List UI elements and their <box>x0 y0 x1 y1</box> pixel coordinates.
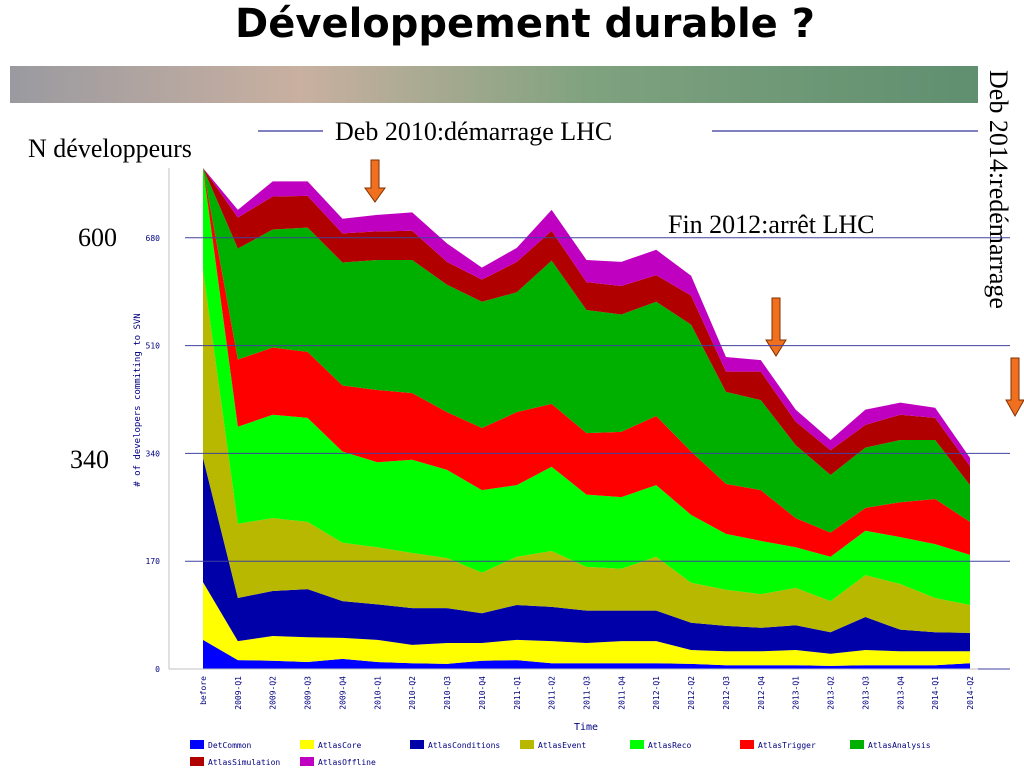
x-tick-label: 2014-Q2 <box>966 676 975 710</box>
x-tick-label: 2013-Q1 <box>792 676 801 710</box>
area <box>203 457 970 654</box>
x-tick-label: 2011-Q2 <box>548 676 557 710</box>
photo-strip <box>10 66 978 103</box>
x-tick-label: 2009-Q2 <box>269 676 278 710</box>
legend-swatch <box>190 757 204 766</box>
x-tick-label: 2011-Q3 <box>583 676 592 710</box>
x-tick-label: 2012-Q2 <box>687 676 696 710</box>
legend-swatch <box>410 740 424 749</box>
area <box>203 168 970 467</box>
area <box>203 582 970 666</box>
x-tick-label: 2010-Q4 <box>478 676 487 710</box>
x-tick-label: before <box>199 676 208 705</box>
arrows <box>364 159 1024 418</box>
legend-swatch <box>190 740 204 749</box>
area <box>203 168 970 486</box>
x-tick-label: 2012-Q1 <box>652 676 661 710</box>
y-tick-label: 680 <box>146 234 161 243</box>
y-axis-label: # of developers commiting to SVN <box>133 313 143 486</box>
area <box>203 269 970 633</box>
x-tick-label: 2014-Q1 <box>931 676 940 710</box>
y-caption: N développeurs <box>28 134 192 163</box>
x-tick-label: 2009-Q3 <box>304 676 313 710</box>
legend-label: DetCommon <box>208 741 252 750</box>
slide-title: Développement durable ? <box>235 1 815 47</box>
legend-label: AtlasOffline <box>318 758 376 767</box>
x-tick-label: 2012-Q4 <box>757 676 766 710</box>
x-tick-label: 2011-Q1 <box>513 676 522 710</box>
chart: 0 170 340 510 680 before 2009-Q1 2009-Q2 2009-Q3… <box>133 168 1010 767</box>
level-label: 600 <box>78 223 117 252</box>
x-tick-label: 2011-Q4 <box>617 676 626 710</box>
area <box>203 639 970 669</box>
legend-swatch <box>300 757 314 766</box>
legend-label: AtlasConditions <box>428 741 500 750</box>
x-axis-label: Time <box>574 722 598 733</box>
legend-swatch <box>300 740 314 749</box>
x-tick-label: 2012-Q3 <box>722 676 731 710</box>
area <box>203 168 970 557</box>
legend-swatch <box>630 740 644 749</box>
y-tick-label: 170 <box>146 557 161 566</box>
x-tick-label: 2013-Q4 <box>896 676 905 710</box>
x-tick-label: 2010-Q3 <box>443 676 452 710</box>
legend-swatch <box>740 740 754 749</box>
x-tick-label: 2009-Q4 <box>338 676 347 710</box>
arrow <box>1005 357 1024 418</box>
x-tick-label: 2010-Q2 <box>408 676 417 710</box>
arrow <box>364 159 386 203</box>
x-tick-label: 2013-Q2 <box>827 676 836 710</box>
legend-label: AtlasEvent <box>538 741 586 750</box>
x-tick-label: 2010-Q1 <box>373 676 382 710</box>
legend-swatch <box>850 740 864 749</box>
x-tick-label: 2009-Q1 <box>234 676 243 710</box>
legend-label: AtlasCore <box>318 741 362 750</box>
area <box>203 168 970 605</box>
y-tick-label: 510 <box>146 342 161 351</box>
level-label: 340 <box>70 445 109 474</box>
legend-label: AtlasSimulation <box>208 758 280 767</box>
legend-swatch <box>520 740 534 749</box>
annotation: Deb 2014:redémarrage <box>984 70 1013 309</box>
legend-label: AtlasAnalysis <box>868 741 931 750</box>
arrow <box>765 297 787 357</box>
annotation: Fin 2012:arrêt LHC <box>668 210 875 239</box>
legend-label: AtlasTrigger <box>758 741 816 750</box>
legend-label: AtlasReco <box>648 741 692 750</box>
x-tick-label: 2013-Q3 <box>861 676 870 710</box>
y-tick-label: 0 <box>155 665 160 674</box>
area <box>203 168 970 533</box>
annotation: Deb 2010:démarrage LHC <box>335 117 612 146</box>
y-tick-label: 340 <box>146 449 161 458</box>
